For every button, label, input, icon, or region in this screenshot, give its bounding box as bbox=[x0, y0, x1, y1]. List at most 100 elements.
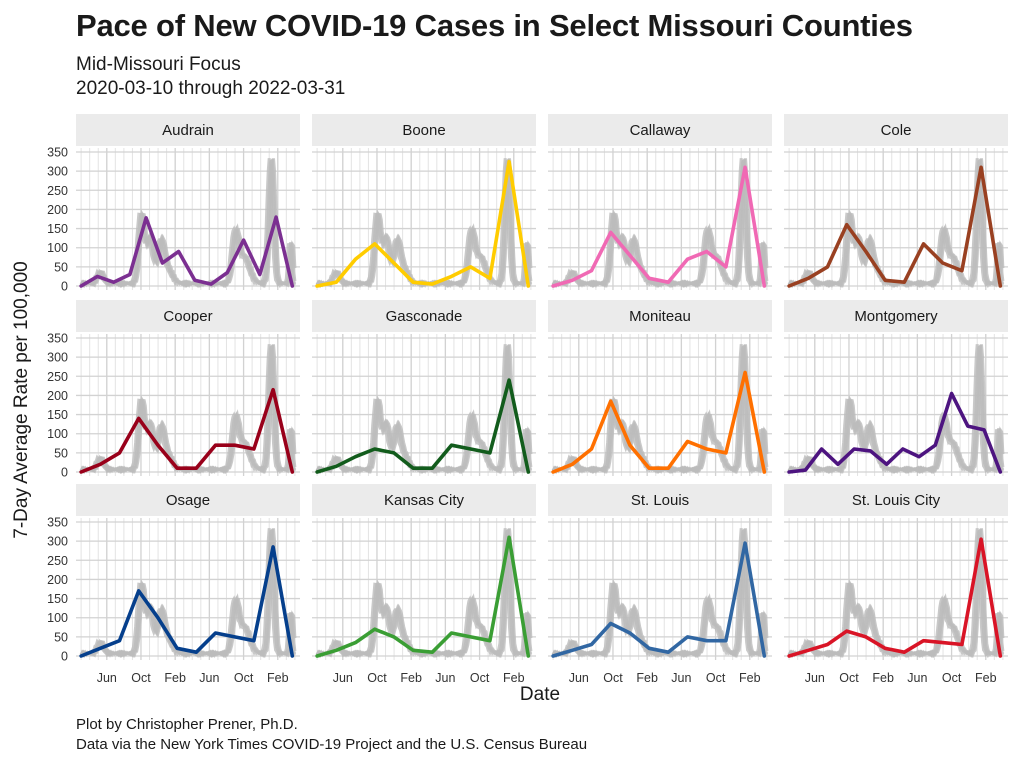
y-tick-label: 200 bbox=[47, 389, 68, 403]
series-line bbox=[551, 541, 767, 658]
facet-label: Audrain bbox=[162, 122, 214, 139]
chart-date-range: 2020-03-10 through 2022-03-31 bbox=[76, 78, 346, 99]
y-tick-label: 0 bbox=[61, 466, 68, 480]
facet-strip bbox=[784, 300, 1008, 332]
facet-label: Boone bbox=[402, 122, 445, 139]
x-tick-label: Feb bbox=[739, 671, 761, 685]
facet-strip bbox=[312, 484, 536, 516]
facet-label: Callaway bbox=[630, 122, 691, 139]
x-tick-label: Oct bbox=[470, 671, 490, 685]
y-tick-label: 50 bbox=[54, 446, 68, 460]
facet-label: Gasconade bbox=[386, 308, 463, 325]
facet-strip bbox=[312, 300, 536, 332]
x-tick-label: Oct bbox=[367, 671, 387, 685]
x-tick-label: Jun bbox=[907, 671, 927, 685]
background-series-line bbox=[79, 528, 297, 659]
background-series-line bbox=[315, 344, 533, 475]
background-series-line bbox=[315, 344, 533, 475]
y-tick-label: 150 bbox=[47, 408, 68, 422]
facet-label: Cooper bbox=[163, 308, 212, 325]
y-tick-label: 300 bbox=[47, 535, 68, 549]
y-tick-label: 250 bbox=[47, 184, 68, 198]
caption-source: Data via the New York Times COVID-19 Pro… bbox=[76, 736, 588, 753]
x-tick-label: Feb bbox=[267, 671, 289, 685]
x-tick-label: Oct bbox=[706, 671, 726, 685]
x-tick-label: Feb bbox=[400, 671, 422, 685]
x-tick-label: Jun bbox=[333, 671, 353, 685]
x-tick-label: Jun bbox=[435, 671, 455, 685]
background-series-line bbox=[79, 344, 297, 475]
y-tick-label: 100 bbox=[47, 241, 68, 255]
x-tick-label: Jun bbox=[671, 671, 691, 685]
x-tick-label: Jun bbox=[569, 671, 589, 685]
y-tick-label: 150 bbox=[47, 592, 68, 606]
x-tick-label: Feb bbox=[975, 671, 997, 685]
x-tick-label: Feb bbox=[636, 671, 658, 685]
facet-strip bbox=[548, 484, 772, 516]
x-tick-label: Feb bbox=[503, 671, 525, 685]
chart-subtitle: Mid-Missouri Focus bbox=[76, 54, 241, 75]
background-series-line bbox=[79, 344, 297, 475]
series-line bbox=[787, 537, 1003, 658]
background-series-line bbox=[551, 158, 769, 289]
y-tick-label: 0 bbox=[61, 280, 68, 294]
y-tick-label: 0 bbox=[61, 650, 68, 664]
facet-strip bbox=[548, 114, 772, 146]
background-series-line bbox=[787, 344, 1005, 475]
facet-strip bbox=[312, 114, 536, 146]
x-tick-label: Oct bbox=[839, 671, 859, 685]
facet-strip bbox=[548, 300, 772, 332]
series-line bbox=[551, 370, 767, 474]
x-tick-label: Oct bbox=[603, 671, 623, 685]
caption-author: Plot by Christopher Prener, Ph.D. bbox=[76, 716, 298, 733]
series-line bbox=[787, 391, 1003, 474]
facet-label: St. Louis City bbox=[852, 492, 941, 509]
background-series-line bbox=[79, 158, 297, 289]
series-line bbox=[551, 165, 767, 288]
y-tick-label: 100 bbox=[47, 611, 68, 625]
chart-title: Pace of New COVID-19 Cases in Select Mis… bbox=[76, 8, 913, 43]
facet-label: Cole bbox=[881, 122, 912, 139]
y-tick-label: 350 bbox=[47, 146, 68, 160]
facet-label: Kansas City bbox=[384, 492, 465, 509]
series-line bbox=[79, 545, 295, 658]
x-tick-label: Feb bbox=[164, 671, 186, 685]
y-tick-label: 250 bbox=[47, 554, 68, 568]
facet-label: Moniteau bbox=[629, 308, 691, 325]
y-tick-label: 200 bbox=[47, 203, 68, 217]
facet-label: St. Louis bbox=[631, 492, 689, 509]
y-tick-label: 350 bbox=[47, 516, 68, 530]
x-tick-label: Jun bbox=[199, 671, 219, 685]
background-series-line bbox=[79, 344, 297, 475]
y-tick-label: 300 bbox=[47, 165, 68, 179]
series-line bbox=[315, 378, 531, 474]
facet-strip bbox=[76, 484, 300, 516]
y-axis-label: 7-Day Average Rate per 100,000 bbox=[11, 261, 32, 539]
facet-strip bbox=[76, 114, 300, 146]
x-tick-label: Jun bbox=[97, 671, 117, 685]
y-tick-label: 200 bbox=[47, 573, 68, 587]
series-line bbox=[315, 159, 531, 288]
series-line bbox=[79, 215, 295, 288]
x-tick-label: Jun bbox=[805, 671, 825, 685]
y-tick-label: 100 bbox=[47, 427, 68, 441]
series-line bbox=[315, 535, 531, 658]
facet-label: Osage bbox=[166, 492, 210, 509]
x-tick-label: Oct bbox=[234, 671, 254, 685]
x-tick-label: Feb bbox=[872, 671, 894, 685]
background-series-line bbox=[787, 158, 1005, 289]
y-tick-label: 250 bbox=[47, 370, 68, 384]
y-tick-label: 150 bbox=[47, 222, 68, 236]
series-line bbox=[79, 387, 295, 474]
y-tick-label: 350 bbox=[47, 332, 68, 346]
series-line bbox=[787, 165, 1003, 288]
facet-label: Montgomery bbox=[854, 308, 938, 325]
background-series-line bbox=[315, 528, 533, 659]
x-axis-label: Date bbox=[519, 684, 561, 705]
y-tick-label: 300 bbox=[47, 351, 68, 365]
x-tick-label: Oct bbox=[131, 671, 151, 685]
y-tick-label: 50 bbox=[54, 260, 68, 274]
background-series-line bbox=[315, 344, 533, 475]
background-series-line bbox=[551, 344, 769, 475]
